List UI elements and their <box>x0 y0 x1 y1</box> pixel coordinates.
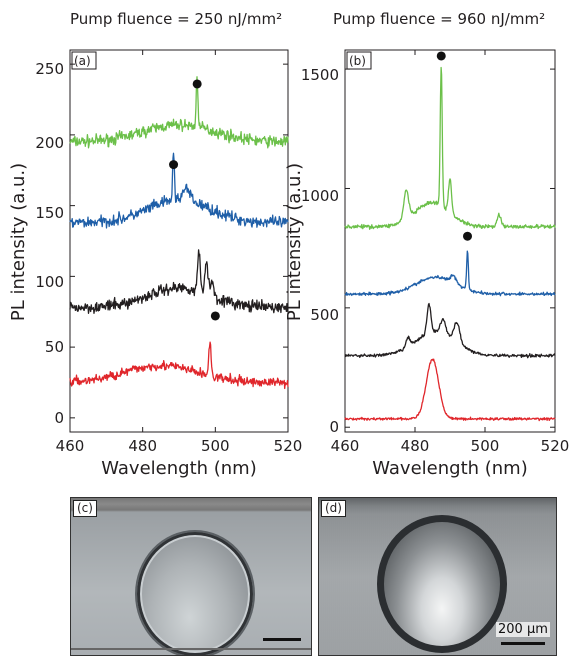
series-line-red <box>69 341 289 390</box>
microdroplet-c <box>137 532 253 655</box>
lasing-peak-marker <box>210 311 220 321</box>
series-line-blue <box>344 250 556 297</box>
x-tick-label: 520 <box>274 437 303 455</box>
y-tick-label: 0 <box>54 409 64 427</box>
y-tick-label: 150 <box>35 204 64 222</box>
series-line-red <box>344 358 556 422</box>
y-axis-label: PL intensity (a.u.) <box>8 163 29 321</box>
y-tick-label: 250 <box>35 60 64 78</box>
channel-edge-c <box>71 648 311 650</box>
y-tick-label: 0 <box>329 418 339 436</box>
scale-bar-d-label: 200 μm <box>496 622 550 637</box>
y-tick-label: 200 <box>35 134 64 152</box>
chart-b-tag: (b) <box>349 54 366 68</box>
x-tick-label: 460 <box>331 437 360 455</box>
series-line-green <box>69 76 289 149</box>
x-axis-label: Wavelength (nm) <box>101 458 257 479</box>
series-line-black <box>69 249 289 314</box>
x-tick-label: 460 <box>56 437 85 455</box>
x-axis-label: Wavelength (nm) <box>372 458 528 479</box>
scale-bar-c <box>263 638 301 641</box>
y-tick-label: 500 <box>310 306 339 324</box>
chart-a: (a) 460 480 500 520 0 50 100 150 200 250… <box>8 49 303 479</box>
panel-a-heading: Pump fluence = 250 nJ/mm² <box>70 10 282 28</box>
lasing-peak-marker <box>463 231 472 241</box>
x-tick-label: 480 <box>401 437 430 455</box>
y-axis-label: PL intensity (a.u.) <box>284 163 305 321</box>
chart-b-frame <box>344 49 556 433</box>
panel-b-heading: Pump fluence = 960 nJ/mm² <box>333 10 545 28</box>
chart-b: (b) 460 480 500 520 0 500 1000 1500 Wave… <box>284 49 570 479</box>
chart-a-frame <box>69 49 289 433</box>
y-tick-label: 1000 <box>301 187 339 205</box>
microdroplet-d <box>377 515 507 653</box>
micrograph-c: (c) <box>70 497 312 656</box>
micrograph-d-tag: (d) <box>321 500 346 517</box>
x-tick-label: 520 <box>541 437 570 455</box>
chart-a-tag: (a) <box>74 54 91 68</box>
chart-a-series <box>69 50 289 432</box>
series-line-black <box>344 302 556 359</box>
x-tick-label: 480 <box>128 437 157 455</box>
scale-bar-d <box>501 642 545 645</box>
lasing-peak-marker <box>436 51 446 61</box>
y-tick-label: 1500 <box>301 66 339 84</box>
lasing-peak-marker <box>192 79 202 89</box>
lasing-peak-marker <box>169 160 179 170</box>
micrograph-d: 200 μm (d) <box>318 497 557 656</box>
chart-b-series <box>344 50 556 432</box>
series-line-blue <box>69 152 289 229</box>
y-tick-label: 50 <box>45 338 64 356</box>
y-tick-label: 100 <box>35 273 64 291</box>
chart-a-tag-box <box>71 51 97 70</box>
series-line-green <box>344 66 556 230</box>
x-tick-label: 500 <box>201 437 230 455</box>
chart-b-tag-box <box>346 51 372 70</box>
x-tick-label: 500 <box>471 437 500 455</box>
micrograph-c-tag: (c) <box>73 500 97 517</box>
